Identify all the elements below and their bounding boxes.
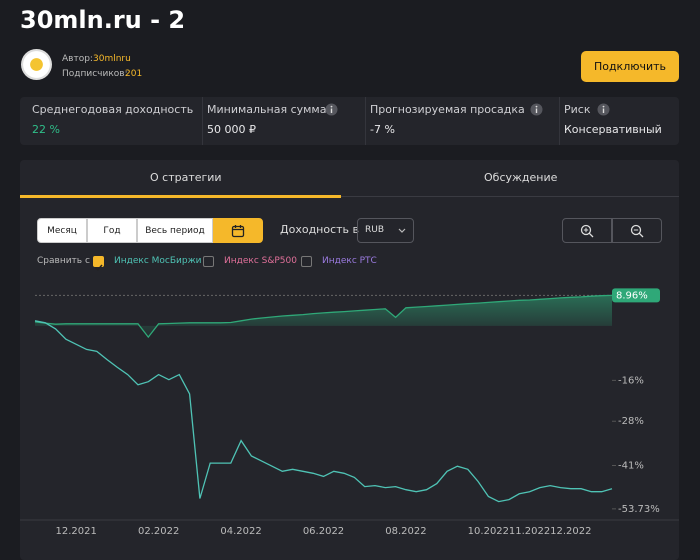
compare-option-label[interactable]: Индекс РТС (322, 256, 377, 266)
stat: Среднегодовая доходность 22 % (28, 97, 202, 145)
x-tick-label: 08.2022 (385, 526, 426, 537)
current-value-pill (612, 288, 660, 303)
strategy-line (34, 294, 613, 339)
stat-label: Минимальная сумма (207, 103, 327, 116)
stat: Прогнозируемая просадка -7 % (365, 97, 560, 145)
subscribers-count: 201 (125, 69, 143, 79)
compare-checkbox[interactable] (203, 256, 214, 267)
info-icon[interactable] (325, 103, 338, 116)
tab[interactable]: Обсуждение (484, 171, 558, 184)
period-button[interactable]: Весь период (137, 218, 213, 243)
x-tick-label: 04.2022 (220, 526, 261, 537)
author-label: Автор: (62, 54, 93, 64)
y-tick-label: -41% (618, 461, 644, 472)
compare-label: Сравнить с (37, 256, 90, 266)
x-tick-label: 10.2022 (468, 526, 509, 537)
strategy-title: 30mln.ru - 2 (20, 6, 186, 34)
stats-bar: Среднегодовая доходность 22 % Минимальная… (20, 97, 679, 145)
currency-select[interactable]: RUB (357, 218, 414, 243)
strategy-area (35, 295, 612, 338)
x-tick-label: 06.2022 (303, 526, 344, 537)
check-icon (94, 264, 103, 271)
tab-active[interactable]: О стратегии (150, 171, 222, 184)
connect-button[interactable]: Подключить (581, 51, 679, 82)
info-icon[interactable] (530, 103, 543, 116)
page-body: 30mln.ru - 2 Автор: 30mlnru Подписчиков:… (20, 6, 679, 537)
zoom-out-button[interactable] (612, 218, 662, 243)
stat-value: 22 % (32, 123, 60, 136)
x-tick-label: 02.2022 (138, 526, 179, 537)
period-button[interactable]: Год (87, 218, 137, 243)
compare-option-label[interactable]: Индекс S&P500 (224, 256, 297, 266)
stat-value: Консервативный (564, 123, 662, 136)
avatar (21, 49, 52, 80)
y-tick-label: -16% (618, 375, 644, 386)
compare-checkbox[interactable] (301, 256, 312, 267)
x-tick-label: 11.2022 (509, 526, 550, 537)
stat-value: -7 % (370, 123, 395, 136)
author-link[interactable]: 30mlnru (93, 54, 131, 64)
zoom-out-icon (630, 224, 644, 238)
chart: -16% -28% -41% -53.73% 8.96% 12.2021 02.2022 04… (20, 288, 679, 537)
stat: Риск Консервативный (559, 97, 674, 145)
compare-option-label[interactable]: Индекс МосБиржи (114, 256, 202, 266)
zoom-in-button[interactable] (562, 218, 612, 243)
subscribers-label: Подписчиков: (62, 69, 128, 79)
current-value-label: 8.96% (616, 290, 648, 301)
period-button[interactable]: Месяц (37, 218, 87, 243)
tab-divider (341, 196, 679, 197)
zoom-in-icon (580, 224, 594, 238)
index-line (34, 320, 613, 503)
currency-value: RUB (365, 225, 385, 235)
x-tick-label: 12.2021 (56, 526, 97, 537)
y-tick-label: -28% (618, 416, 644, 427)
stat-label: Прогнозируемая просадка (370, 103, 525, 116)
x-tick-label: 12.2022 (550, 526, 591, 537)
tab-underline (20, 195, 341, 198)
stat-label: Риск (564, 103, 591, 116)
info-icon[interactable] (597, 103, 610, 116)
compare-checkbox[interactable] (93, 256, 104, 271)
page: strategy {"header": {"title": "30mln.ru … (20, 6, 679, 537)
stat: Минимальная сумма 50 000 ₽ (202, 97, 367, 145)
dropdown-arrow (398, 228, 406, 233)
calendar-icon (231, 224, 245, 237)
stat-value: 50 000 ₽ (207, 123, 256, 136)
yield-label: Доходность в (280, 223, 360, 236)
y-tick-label: -53.73% (618, 504, 660, 515)
stat-label: Среднегодовая доходность (32, 103, 194, 116)
calendar-button[interactable] (213, 218, 263, 243)
